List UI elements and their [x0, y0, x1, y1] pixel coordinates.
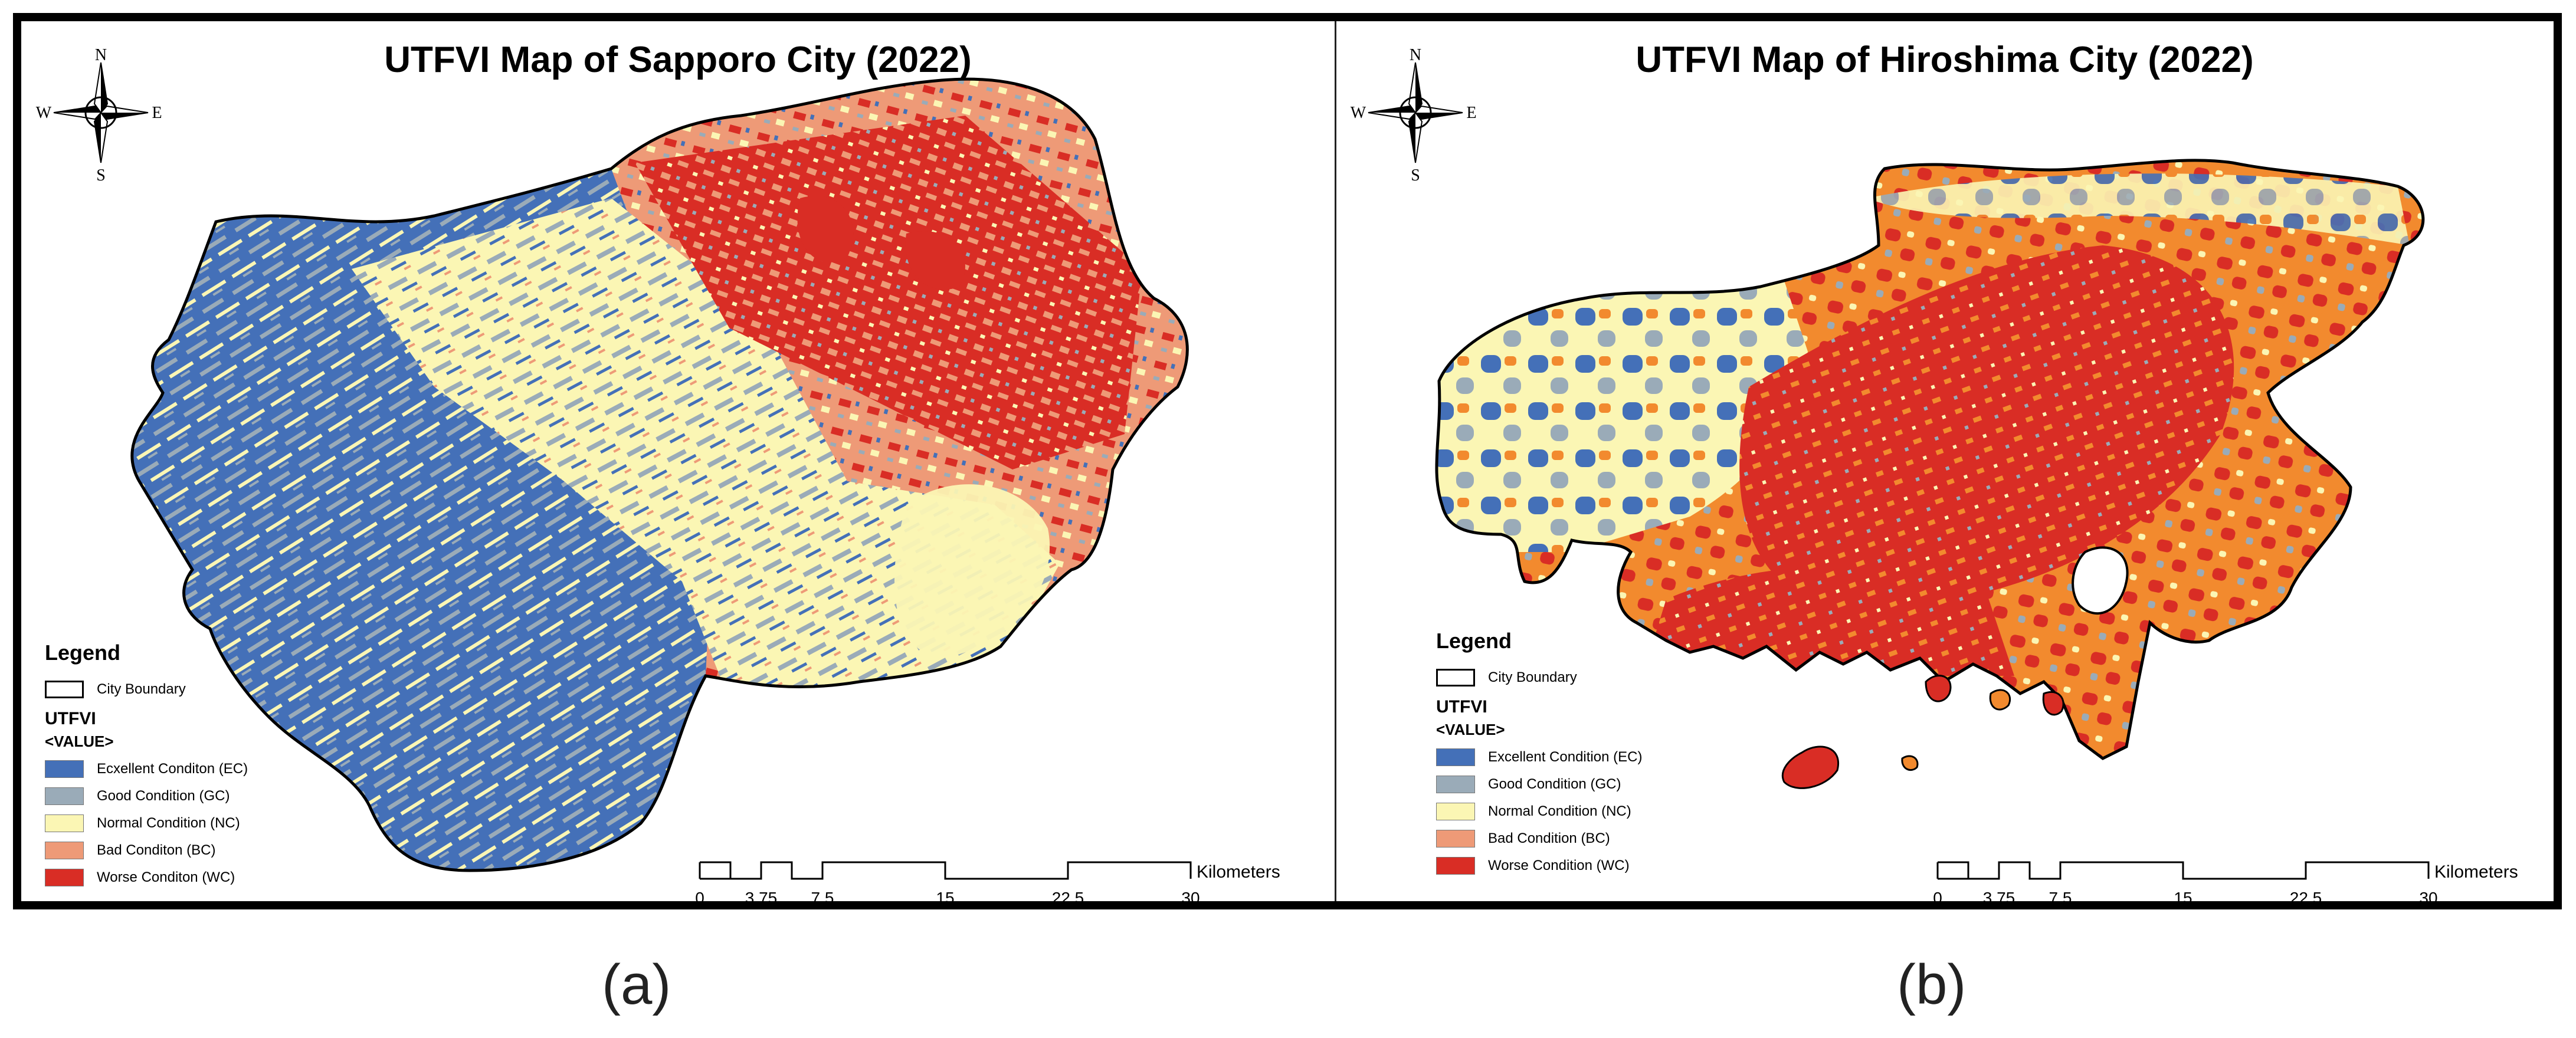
legend-label: Bad Conditon (BC)	[97, 842, 216, 858]
wc-swatch	[1436, 857, 1475, 875]
lake-outline	[2072, 546, 2129, 615]
scale-tick: 30	[1181, 889, 1199, 907]
legend: Legend City Boundary UTFVI <VALUE> Ecxel…	[45, 640, 248, 891]
legend-item: Normal Condition (NC)	[45, 810, 248, 837]
compass-e: E	[1466, 104, 1476, 122]
compass-n: N	[1410, 46, 1421, 64]
legend-item: Excellent Condition (EC)	[1436, 744, 1642, 771]
legend-item: Ecxellent Conditon (EC)	[45, 755, 248, 783]
figure-frame: UTFVI Map of Sapporo City (2022) N S E W…	[13, 13, 2562, 909]
legend-label: Ecxellent Conditon (EC)	[97, 761, 248, 777]
legend-label: Good Condition (GC)	[97, 788, 230, 804]
gc-swatch	[1436, 776, 1475, 793]
legend-label: Bad Condition (BC)	[1488, 830, 1610, 846]
wc-swatch	[45, 869, 84, 886]
hiroshima-city-boundary	[1435, 159, 2425, 760]
bc-swatch	[45, 842, 84, 859]
gc-swatch	[45, 787, 84, 805]
legend-value-label: <VALUE>	[1436, 721, 1505, 738]
legend-boundary-row: City Boundary	[45, 676, 248, 703]
legend-label: Normal Condition (NC)	[1488, 803, 1631, 819]
scale-tick: 7.5	[811, 889, 834, 907]
legend: Legend City Boundary UTFVI <VALUE> Excel…	[1436, 629, 1642, 879]
legend-label: City Boundary	[97, 681, 186, 697]
scale-tick: 3.75	[1983, 889, 2015, 907]
caption-a: (a)	[602, 953, 671, 1016]
legend-boundary-row: City Boundary	[1436, 664, 1642, 691]
scale-tick: 15	[936, 889, 954, 907]
legend-item: Good Condition (GC)	[45, 783, 248, 810]
map-title: UTFVI Map of Hiroshima City (2022)	[1636, 40, 2254, 80]
boundary-swatch	[45, 681, 84, 698]
legend-item: Normal Condition (NC)	[1436, 798, 1642, 825]
scale-tick: 22.5	[2290, 889, 2322, 907]
legend-label: Excellent Condition (EC)	[1488, 749, 1643, 765]
scale-tick: 22.5	[1052, 889, 1084, 907]
scale-tick: 15	[2174, 889, 2192, 907]
hiroshima-map	[1435, 159, 2425, 789]
compass-w: W	[1351, 104, 1366, 122]
scale-tick: 0	[695, 889, 704, 907]
panel-hiroshima: UTFVI Map of Hiroshima City (2022) N S E…	[1336, 21, 2554, 907]
panel-divider	[1335, 21, 1336, 901]
sapporo-map	[130, 77, 1189, 872]
boundary-swatch	[1436, 669, 1475, 686]
north-arrow-icon: N S E W	[1351, 46, 1477, 185]
compass-w: W	[36, 104, 52, 122]
compass-s: S	[1411, 166, 1420, 185]
nc-swatch	[45, 814, 84, 832]
legend-label: City Boundary	[1488, 669, 1577, 685]
legend-field: UTFVI	[45, 709, 96, 728]
map-title: UTFVI Map of Sapporo City (2022)	[384, 40, 972, 80]
caption-b: (b)	[1897, 953, 1967, 1016]
legend-label: Good Condition (GC)	[1488, 776, 1621, 792]
scale-bar: 0 3.75 7.5 15 22.5 30 Kilometers	[1933, 861, 2518, 907]
legend-label: Worse Conditon (WC)	[97, 869, 235, 885]
ec-swatch	[1436, 748, 1475, 766]
scale-tick: 7.5	[2049, 889, 2072, 907]
legend-item: Bad Conditon (BC)	[45, 837, 248, 864]
legend-field: UTFVI	[1436, 697, 1487, 717]
scale-unit: Kilometers	[2434, 862, 2518, 882]
legend-label: Normal Condition (NC)	[97, 815, 240, 831]
panel-sapporo: UTFVI Map of Sapporo City (2022) N S E W…	[21, 21, 1335, 907]
legend-value-label: <VALUE>	[45, 732, 114, 750]
compass-s: S	[96, 166, 106, 185]
bc-swatch	[1436, 830, 1475, 848]
compass-n: N	[95, 46, 107, 64]
compass-e: E	[152, 104, 162, 122]
scale-tick: 3.75	[745, 889, 778, 907]
legend-label: Worse Condition (WC)	[1488, 858, 1630, 873]
legend-title: Legend	[1436, 629, 1512, 653]
nc-swatch	[1436, 803, 1475, 820]
north-arrow-icon: N S E W	[36, 46, 162, 185]
legend-title: Legend	[45, 640, 121, 665]
scale-tick: 0	[1933, 889, 1942, 907]
scale-tick: 30	[2419, 889, 2437, 907]
sapporo-utfvi-raster	[132, 79, 1188, 871]
hiroshima-islands	[1781, 675, 2064, 789]
sapporo-city-boundary	[130, 77, 1189, 872]
ec-swatch	[45, 760, 84, 778]
legend-item: Worse Condition (WC)	[1436, 852, 1642, 879]
legend-item: Worse Conditon (WC)	[45, 864, 248, 891]
legend-item: Bad Condition (BC)	[1436, 825, 1642, 852]
legend-item: Good Condition (GC)	[1436, 771, 1642, 798]
scale-bar: 0 3.75 7.5 15 22.5 30 Kilometers	[695, 861, 1280, 907]
scale-unit: Kilometers	[1197, 862, 1280, 882]
